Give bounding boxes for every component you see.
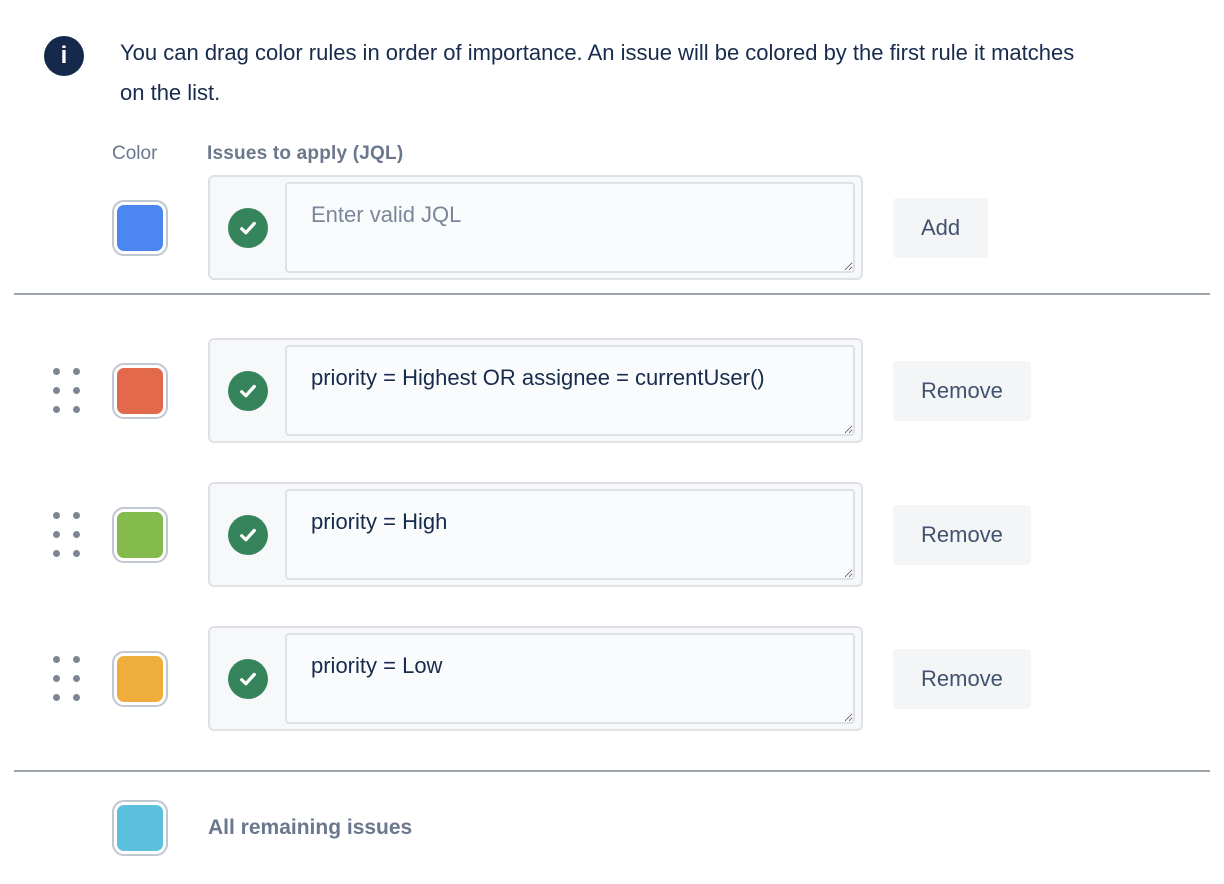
rule-color-swatch: [117, 367, 163, 414]
divider: [14, 293, 1210, 295]
add-rule-row: Add: [0, 175, 1224, 280]
column-headers: Color Issues to apply (JQL): [112, 143, 1224, 165]
check-circle-icon: [227, 207, 268, 248]
remaining-issues-row: All remaining issues: [0, 800, 1224, 856]
info-banner: i You can drag color rules in order of i…: [0, 0, 1224, 113]
remove-button[interactable]: Remove: [893, 504, 1031, 565]
new-rule-color-swatch: [117, 204, 163, 251]
remove-button[interactable]: Remove: [893, 360, 1031, 421]
remaining-issues-label: All remaining issues: [208, 816, 413, 839]
rule-jql-input[interactable]: priority = High: [285, 489, 855, 580]
rule-color-swatch: [117, 511, 163, 558]
validation-zone: [210, 484, 285, 585]
validation-zone: [210, 177, 285, 278]
remaining-issues-swatch-button[interactable]: [112, 800, 168, 856]
rule-row: priority = High Remove: [0, 482, 1224, 587]
rule-color-swatch-button[interactable]: [112, 362, 168, 419]
jql-field-group: [208, 175, 863, 280]
validation-zone: [210, 340, 285, 441]
new-rule-jql-input[interactable]: [285, 182, 855, 273]
drag-handle-icon[interactable]: [53, 512, 80, 557]
add-button[interactable]: Add: [893, 197, 989, 258]
new-rule-color-swatch-button[interactable]: [112, 199, 168, 256]
check-circle-icon: [227, 514, 268, 555]
rule-row: priority = Low Remove: [0, 626, 1224, 731]
rule-jql-input[interactable]: priority = Low: [285, 633, 855, 724]
column-header-color: Color: [112, 143, 158, 164]
jql-field-group: priority = High: [208, 482, 863, 587]
rule-color-swatch: [117, 655, 163, 702]
remaining-issues-swatch: [117, 805, 163, 851]
rule-color-swatch-button[interactable]: [112, 506, 168, 563]
rule-color-swatch-button[interactable]: [112, 650, 168, 707]
jql-field-group: priority = Low: [208, 626, 863, 731]
drag-handle-icon[interactable]: [53, 368, 80, 413]
banner-text: You can drag color rules in order of imp…: [120, 40, 1075, 105]
divider: [14, 770, 1210, 772]
drag-handle-icon[interactable]: [53, 656, 80, 701]
info-icon: i: [44, 36, 84, 76]
check-circle-icon: [227, 658, 268, 699]
check-circle-icon: [227, 370, 268, 411]
rule-jql-input[interactable]: priority = Highest OR assignee = current…: [285, 345, 855, 436]
jql-field-group: priority = Highest OR assignee = current…: [208, 338, 863, 443]
column-header-jql: Issues to apply (JQL): [207, 143, 404, 164]
validation-zone: [210, 628, 285, 729]
remove-button[interactable]: Remove: [893, 648, 1031, 709]
rule-row: priority = Highest OR assignee = current…: [0, 338, 1224, 443]
